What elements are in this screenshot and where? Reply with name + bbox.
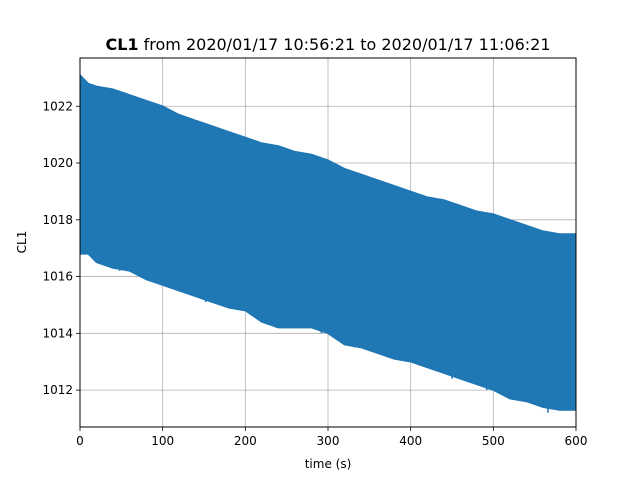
x-tick-label: 300	[317, 434, 340, 448]
y-tick-label: 1012	[42, 383, 73, 397]
y-tick-label: 1020	[42, 156, 73, 170]
chart-title-rest: from 2020/01/17 10:56:21 to 2020/01/17 1…	[139, 35, 551, 54]
x-tick-label: 500	[482, 434, 505, 448]
x-tick-label: 200	[234, 434, 257, 448]
series-upper-line	[79, 74, 576, 235]
y-tick-label: 1022	[42, 99, 73, 113]
chart-title: CL1 from 2020/01/17 10:56:21 to 2020/01/…	[105, 35, 550, 54]
x-tick-label: 400	[399, 434, 422, 448]
chart-title-bold: CL1	[105, 35, 138, 54]
axis-ticks: 0 100 200 300 400 500 600 1012 1014 1016 1018 1020 1…	[42, 99, 587, 448]
x-tick-label: 0	[76, 434, 84, 448]
series-lower-line	[80, 253, 576, 411]
y-tick-label: 1018	[42, 213, 73, 227]
y-axis-label: CL1	[15, 231, 29, 254]
x-axis-label: time (s)	[305, 457, 352, 471]
x-tick-label: 100	[151, 434, 174, 448]
x-tick-label: 600	[565, 434, 588, 448]
y-tick-label: 1016	[42, 270, 73, 284]
y-tick-label: 1014	[42, 326, 73, 340]
